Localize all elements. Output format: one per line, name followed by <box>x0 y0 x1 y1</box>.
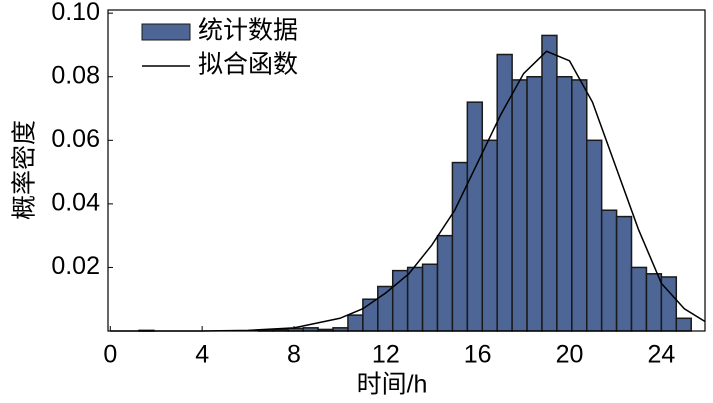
bar <box>347 314 364 332</box>
y-tick-label: 0.10 <box>51 0 100 26</box>
x-tick-label: 24 <box>647 341 675 369</box>
x-tick-label: 0 <box>103 341 117 369</box>
legend-label: 拟合函数 <box>198 51 298 79</box>
bar <box>556 75 573 332</box>
bar <box>600 209 618 332</box>
plot-frame <box>107 9 706 332</box>
bar <box>541 34 558 332</box>
y-tick-label: 0.04 <box>51 188 100 216</box>
x-tick-label: 12 <box>372 341 400 369</box>
legend-swatch <box>141 23 191 41</box>
bar <box>615 215 633 332</box>
bar <box>406 266 424 332</box>
bar <box>421 263 439 332</box>
bar <box>496 53 513 332</box>
x-tick-label: 16 <box>464 341 492 369</box>
bar <box>585 139 603 332</box>
x-tick-label: 4 <box>195 341 209 369</box>
y-tick-label: 0.02 <box>51 252 100 280</box>
bar <box>630 266 648 332</box>
bar <box>436 234 454 332</box>
legend-label: 统计数据 <box>198 17 298 45</box>
bar <box>675 317 692 332</box>
y-tick-label: 0.06 <box>51 125 100 153</box>
bar <box>511 79 528 332</box>
bar <box>571 79 588 332</box>
y-axis-label: 概率密度 <box>11 120 39 220</box>
x-tick-label: 8 <box>287 341 301 369</box>
bar <box>526 75 543 332</box>
bar <box>481 139 498 332</box>
bar <box>391 269 409 332</box>
bar <box>466 101 484 332</box>
x-tick-label: 20 <box>556 341 584 369</box>
fit-line <box>110 50 706 332</box>
x-axis-label: 时间/h <box>357 371 428 399</box>
y-tick-label: 0.08 <box>51 61 100 89</box>
bar <box>645 273 663 332</box>
